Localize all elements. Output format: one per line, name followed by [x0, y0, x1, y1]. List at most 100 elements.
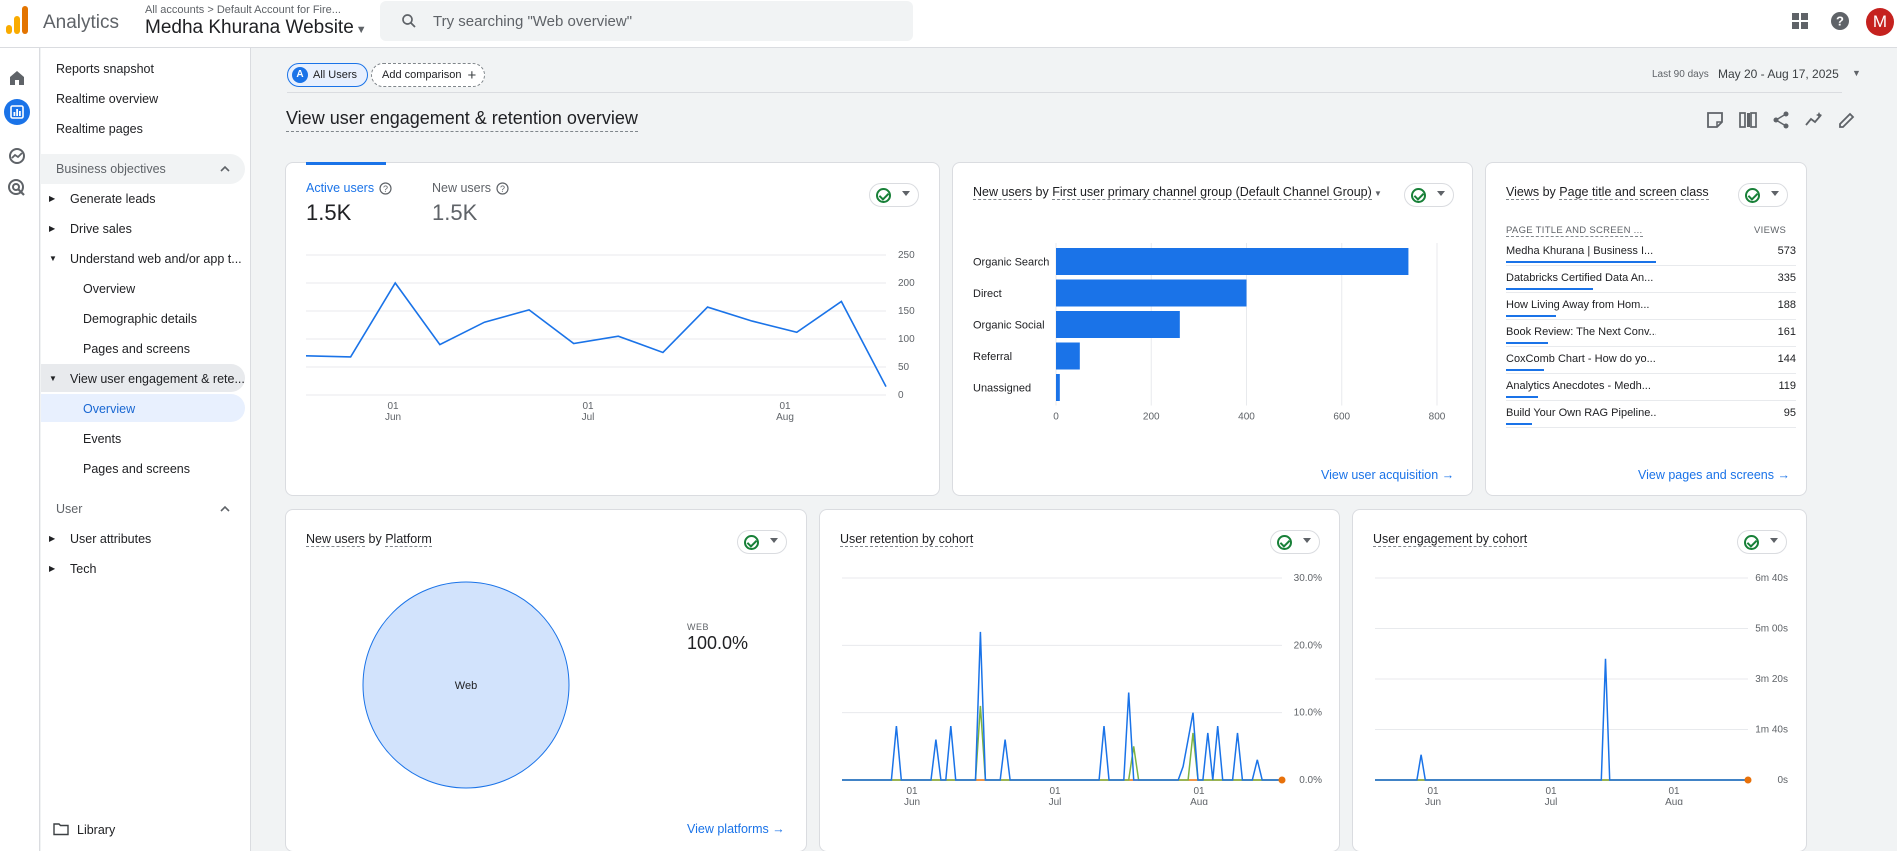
legend-label: WEB: [687, 622, 710, 632]
x-tick-label: 01: [387, 401, 399, 412]
y-tick-label: 150: [898, 306, 915, 317]
main-content: A All Users Add comparison + Last 90 day…: [252, 48, 1897, 851]
nav-tech[interactable]: Tech: [70, 562, 97, 576]
app-name[interactable]: Analytics: [43, 12, 120, 33]
chevron-up-icon[interactable]: [220, 504, 230, 514]
edit-icon[interactable]: [1837, 110, 1857, 130]
chevron-up-icon[interactable]: [220, 164, 230, 174]
svg-text:?: ?: [500, 183, 505, 193]
customize-report-icon[interactable]: [1705, 110, 1725, 130]
table-row[interactable]: Databricks Certified Data An... 335: [1506, 266, 1796, 293]
add-comparison-button[interactable]: Add comparison +: [371, 63, 486, 87]
views-bar: [1506, 423, 1532, 425]
nav-user-engagement[interactable]: View user engagement & rete...: [70, 372, 245, 386]
view-pages-and-screens-link[interactable]: View pages and screens →: [1638, 468, 1790, 482]
table-row[interactable]: Build Your Own RAG Pipeline... 95: [1506, 401, 1796, 428]
nav-realtime-pages[interactable]: Realtime pages: [56, 122, 143, 136]
card-options-button[interactable]: [737, 530, 787, 554]
chevron-down-icon: [1770, 538, 1778, 543]
explore-icon[interactable]: [5, 144, 29, 168]
view-platforms-link[interactable]: View platforms →: [687, 822, 785, 836]
nav-understand-web[interactable]: Understand web and/or app t...: [70, 252, 242, 266]
nav-reports-snapshot[interactable]: Reports snapshot: [56, 62, 154, 76]
cohort-series-line: [842, 631, 1282, 781]
expand-arrow-icon[interactable]: ▶: [49, 534, 56, 543]
card-title[interactable]: Views by Page title and screen class: [1506, 185, 1709, 200]
y-tick-label: 100: [898, 334, 915, 345]
nav-library[interactable]: Library: [77, 823, 116, 837]
bar: [1056, 311, 1180, 338]
card-options-button[interactable]: [1737, 530, 1787, 554]
search-input[interactable]: Try searching "Web overview": [380, 1, 913, 41]
card-options-button[interactable]: [869, 183, 919, 207]
table-row[interactable]: CoxComb Chart - How do yo... 144: [1506, 347, 1796, 374]
nav-drive-sales[interactable]: Drive sales: [70, 222, 132, 236]
comparison-badge: A: [292, 67, 308, 83]
nav-generate-leads[interactable]: Generate leads: [70, 192, 156, 206]
nav-realtime-overview[interactable]: Realtime overview: [56, 92, 159, 106]
views-bar: [1506, 288, 1593, 290]
help-icon[interactable]: ?: [496, 181, 509, 195]
column-header-views[interactable]: VIEWS: [1754, 225, 1787, 236]
page-title-cell: CoxComb Chart - How do yo...: [1506, 353, 1656, 365]
table-row[interactable]: How Living Away from Hom... 188: [1506, 293, 1796, 320]
nav-demographic-details[interactable]: Demographic details: [83, 312, 197, 326]
metric-tab-active-users[interactable]: Active users ?: [306, 181, 392, 195]
card-title[interactable]: New users by Platform: [306, 532, 432, 547]
metric-tab-new-users[interactable]: New users ?: [432, 181, 509, 195]
y-tick-label: 1m 40s: [1755, 725, 1788, 736]
nav-understand-overview[interactable]: Overview: [83, 282, 136, 296]
section-user-label[interactable]: User: [56, 502, 83, 516]
chevron-down-icon[interactable]: ▼: [1371, 189, 1382, 198]
table-row[interactable]: Book Review: The Next Conv... 161: [1506, 320, 1796, 347]
nav-pages-and-screens[interactable]: Pages and screens: [83, 342, 191, 356]
bar: [1056, 248, 1409, 275]
compare-icon[interactable]: [1738, 110, 1758, 130]
x-tick-label: 800: [1429, 412, 1446, 423]
chevron-down-icon[interactable]: ▼: [1852, 68, 1861, 78]
help-icon[interactable]: ?: [379, 181, 392, 195]
all-users-chip[interactable]: A All Users: [287, 63, 369, 87]
card-options-button[interactable]: [1270, 530, 1320, 554]
x-tick-label: 01: [582, 401, 594, 412]
platform-pie-chart: Web: [362, 581, 570, 789]
avatar[interactable]: M: [1866, 8, 1894, 36]
collapse-arrow-icon[interactable]: ▼: [49, 374, 57, 383]
card-title[interactable]: User engagement by cohort: [1373, 532, 1528, 547]
nav-engagement-overview[interactable]: Overview: [83, 402, 136, 416]
card-title[interactable]: User retention by cohort: [840, 532, 974, 547]
expand-arrow-icon[interactable]: ▶: [49, 194, 56, 203]
page-title-cell: How Living Away from Hom...: [1506, 299, 1650, 311]
card-title[interactable]: New users by First user primary channel …: [973, 185, 1382, 200]
table-row[interactable]: Medha Khurana | Business I... 573: [1506, 239, 1796, 266]
reports-icon[interactable]: [4, 99, 30, 125]
share-icon[interactable]: [1771, 110, 1791, 130]
views-cell: 119: [1778, 380, 1796, 392]
column-header-page-title[interactable]: PAGE TITLE AND SCREEN ...: [1506, 225, 1643, 237]
section-business-objectives[interactable]: [41, 154, 245, 184]
date-range-picker[interactable]: May 20 - Aug 17, 2025: [1718, 67, 1839, 81]
nav-engagement-pages-and-screens[interactable]: Pages and screens: [83, 462, 191, 476]
card-options-button[interactable]: [1738, 183, 1788, 207]
view-user-acquisition-link[interactable]: View user acquisition →: [1321, 468, 1454, 482]
nav-user-attributes[interactable]: User attributes: [70, 532, 152, 546]
insights-icon[interactable]: [1804, 110, 1824, 130]
analytics-logo-icon[interactable]: [6, 6, 28, 34]
collapse-arrow-icon[interactable]: ▼: [49, 254, 57, 263]
search-icon: [402, 14, 416, 28]
table-row[interactable]: Analytics Anecdotes - Medh... 119: [1506, 374, 1796, 401]
x-tick-label: 01: [779, 401, 791, 412]
x-tick-label: 400: [1238, 412, 1255, 423]
property-picker[interactable]: Medha Khurana Website ▼: [145, 17, 367, 39]
nav-events[interactable]: Events: [83, 432, 122, 446]
advertising-icon[interactable]: [5, 176, 29, 200]
account-breadcrumb[interactable]: All accounts > Default Account for Fire.…: [145, 4, 341, 16]
apps-grid-icon[interactable]: [1789, 10, 1811, 32]
y-tick-label: 20.0%: [1294, 640, 1322, 651]
home-icon[interactable]: [5, 66, 29, 90]
expand-arrow-icon[interactable]: ▶: [49, 564, 56, 573]
expand-arrow-icon[interactable]: ▶: [49, 224, 56, 233]
help-icon[interactable]: ?: [1829, 10, 1851, 32]
card-options-button[interactable]: [1404, 183, 1454, 207]
